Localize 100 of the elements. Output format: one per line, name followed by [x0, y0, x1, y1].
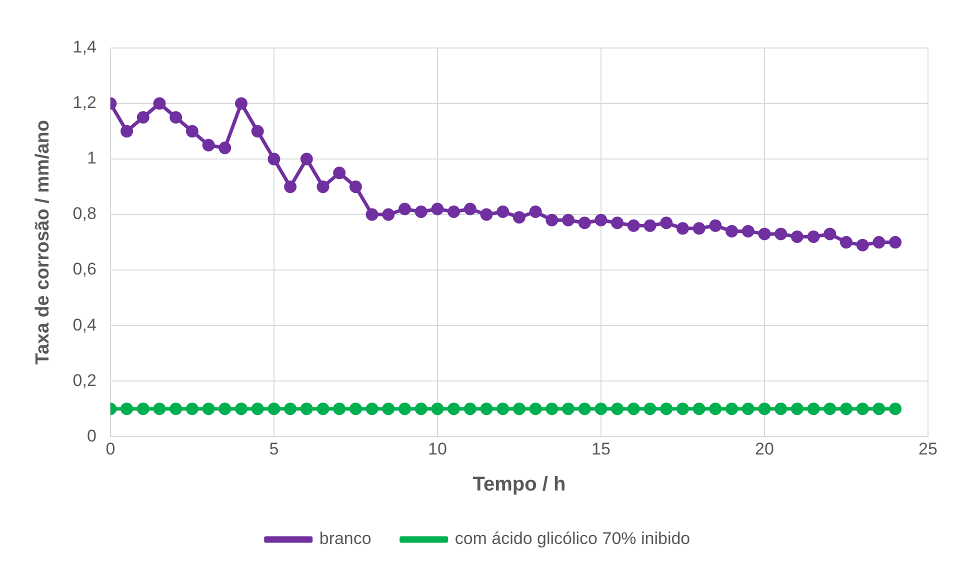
point — [790, 230, 804, 243]
y-tick-label: 0,2 — [72, 370, 96, 390]
point — [872, 402, 886, 416]
point — [594, 214, 608, 226]
point — [234, 402, 248, 416]
y-tick-label: 0,8 — [72, 204, 96, 224]
point — [709, 219, 722, 232]
x-tick-label: 10 — [428, 439, 447, 458]
point — [840, 402, 852, 416]
point — [856, 402, 869, 416]
point — [578, 216, 591, 230]
point — [218, 402, 232, 416]
point — [300, 402, 313, 416]
point — [562, 402, 575, 416]
point — [496, 402, 510, 416]
point — [153, 97, 166, 110]
point — [578, 402, 591, 416]
point — [414, 402, 428, 416]
point — [774, 402, 788, 416]
point — [692, 222, 706, 235]
point — [120, 125, 134, 138]
point — [807, 230, 820, 243]
point — [774, 228, 788, 240]
point — [758, 228, 771, 240]
point — [692, 402, 706, 416]
y-axis-title: Taxa de corrosão / mm/ano — [32, 120, 54, 365]
point — [480, 208, 493, 221]
point — [889, 236, 902, 249]
point — [234, 97, 248, 110]
point — [202, 138, 215, 152]
x-tick-label: 0 — [106, 439, 116, 458]
point — [300, 152, 313, 166]
point — [644, 402, 656, 416]
x-tick-label: 20 — [755, 439, 774, 458]
point — [676, 222, 689, 235]
point — [611, 402, 624, 416]
point — [627, 402, 640, 416]
point — [366, 402, 378, 416]
point — [218, 142, 232, 154]
point — [349, 180, 362, 194]
point — [512, 211, 526, 224]
point — [546, 214, 558, 226]
point — [529, 206, 542, 218]
point — [807, 402, 820, 416]
point — [464, 402, 476, 416]
point — [660, 402, 673, 416]
point — [366, 208, 378, 221]
point — [758, 402, 771, 416]
point — [546, 402, 558, 416]
point — [170, 111, 182, 124]
point — [840, 236, 852, 249]
point — [709, 402, 722, 416]
point — [414, 206, 428, 218]
point — [333, 166, 346, 180]
y-tick-label: 1,2 — [72, 93, 96, 112]
y-tick-label: 0 — [86, 426, 96, 446]
point — [382, 208, 395, 221]
point — [726, 224, 738, 238]
point — [316, 402, 330, 416]
point — [496, 206, 510, 218]
point — [660, 216, 673, 230]
point — [824, 402, 836, 416]
point — [136, 111, 150, 124]
point — [398, 202, 412, 216]
point — [872, 236, 886, 249]
point — [284, 402, 297, 416]
point — [448, 402, 460, 416]
legend-label: com ácido glicólico 70% inibido — [454, 529, 690, 548]
point — [611, 216, 624, 230]
legend-label: branco — [319, 529, 372, 548]
point — [202, 402, 215, 416]
point — [120, 402, 134, 416]
point — [790, 402, 804, 416]
point — [153, 402, 166, 416]
x-tick-label: 5 — [269, 439, 279, 458]
x-tick-label: 25 — [918, 439, 938, 458]
point — [676, 402, 689, 416]
point — [349, 402, 362, 416]
x-axis-title: Tempo / h — [472, 474, 566, 496]
point — [251, 125, 264, 138]
point — [284, 180, 297, 194]
point — [268, 402, 280, 416]
x-tick-label: 15 — [592, 439, 610, 458]
point — [431, 202, 444, 216]
point — [594, 402, 608, 416]
y-tick-label: 1,4 — [72, 38, 96, 57]
point — [431, 402, 444, 416]
y-tick-label: 0,4 — [72, 315, 96, 334]
point — [562, 214, 575, 226]
point — [251, 402, 264, 416]
y-tick-label: 0,6 — [72, 260, 96, 279]
point — [398, 402, 412, 416]
point — [333, 402, 346, 416]
point — [186, 402, 198, 416]
point — [170, 402, 182, 416]
point — [824, 228, 836, 240]
point — [268, 152, 280, 166]
y-tick-label: 1 — [86, 148, 96, 168]
point — [726, 402, 738, 416]
point — [480, 402, 493, 416]
